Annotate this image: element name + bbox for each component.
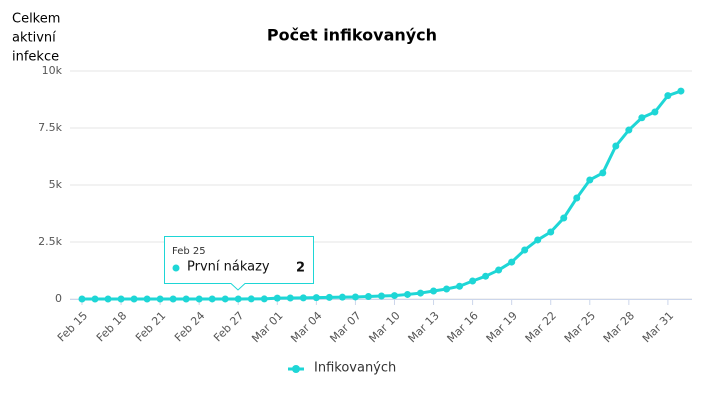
tooltip-series: První nákazy (187, 260, 270, 275)
x-tick-label: Mar 10 (366, 309, 402, 345)
point (521, 246, 529, 254)
point (495, 266, 503, 274)
point (91, 295, 99, 303)
point (208, 295, 216, 303)
x-tick-label: Mar 16 (445, 309, 481, 345)
point (677, 87, 685, 95)
x-tick-label: Mar 13 (406, 309, 442, 345)
y-tick-label: 10k (42, 64, 63, 77)
y-tick-label: 5k (49, 178, 63, 191)
x-tick-label: Mar 22 (523, 309, 559, 345)
point (469, 277, 477, 285)
x-tick-label: Mar 19 (484, 309, 520, 345)
point (612, 142, 620, 150)
x-tick-label: Mar 04 (288, 309, 324, 345)
point (404, 290, 411, 298)
x-tick-label: Mar 01 (249, 309, 285, 345)
y-tick-label: 0 (55, 292, 62, 305)
y-tick-label: 7.5k (38, 121, 62, 134)
point (534, 236, 542, 244)
x-tick-label: Mar 28 (601, 309, 637, 345)
point (221, 295, 229, 303)
point (130, 295, 138, 303)
point (508, 258, 516, 266)
point (195, 295, 203, 303)
point (443, 285, 451, 293)
legend-label: Infikovaných (314, 361, 396, 376)
point (377, 292, 385, 300)
point (364, 292, 372, 300)
point (234, 295, 242, 303)
point (599, 169, 607, 177)
point (417, 289, 425, 297)
point (482, 272, 490, 280)
tooltip-date: Feb 25 (172, 246, 206, 257)
legend-marker (292, 365, 300, 373)
x-tick-label: Mar 31 (640, 309, 676, 345)
point (117, 295, 125, 303)
point (156, 295, 164, 303)
point (456, 282, 464, 290)
point (573, 194, 581, 202)
point (143, 295, 151, 303)
tooltip-box (164, 236, 314, 291)
x-tick-label: Feb 27 (211, 309, 246, 344)
point (78, 295, 86, 303)
tooltip-value: 2 (296, 261, 305, 276)
x-tick-label: Feb 21 (133, 309, 168, 344)
point (390, 292, 398, 300)
point (182, 295, 190, 303)
y-axis-label: infekce (12, 50, 59, 65)
x-tick-label: Feb 18 (94, 309, 129, 344)
point (104, 295, 112, 303)
point (260, 295, 268, 303)
point (338, 293, 346, 301)
x-tick-label: Mar 07 (327, 309, 363, 345)
y-axis-label: Celkem (12, 12, 60, 27)
y-tick-label: 2.5k (38, 235, 62, 248)
point (312, 294, 320, 302)
point (625, 126, 633, 134)
tooltip-dot (172, 264, 180, 272)
point (273, 294, 281, 302)
x-tick-label: Feb 24 (172, 309, 207, 344)
point (325, 293, 333, 301)
point (547, 228, 555, 236)
point (586, 176, 594, 184)
chart-title: Počet infikovaných (267, 26, 437, 45)
x-tick-label: Mar 25 (562, 309, 598, 345)
point (430, 287, 438, 295)
y-axis-label: aktivní (12, 31, 56, 46)
point (664, 92, 672, 100)
tooltip: Feb 25 První nákazy 2 (164, 236, 314, 291)
point (638, 114, 646, 122)
point (247, 295, 255, 303)
x-tick-label: Feb 15 (55, 309, 90, 344)
point (651, 108, 659, 116)
point (286, 294, 294, 302)
point (351, 293, 359, 301)
point (169, 295, 177, 303)
point (299, 294, 307, 302)
point (560, 214, 568, 222)
